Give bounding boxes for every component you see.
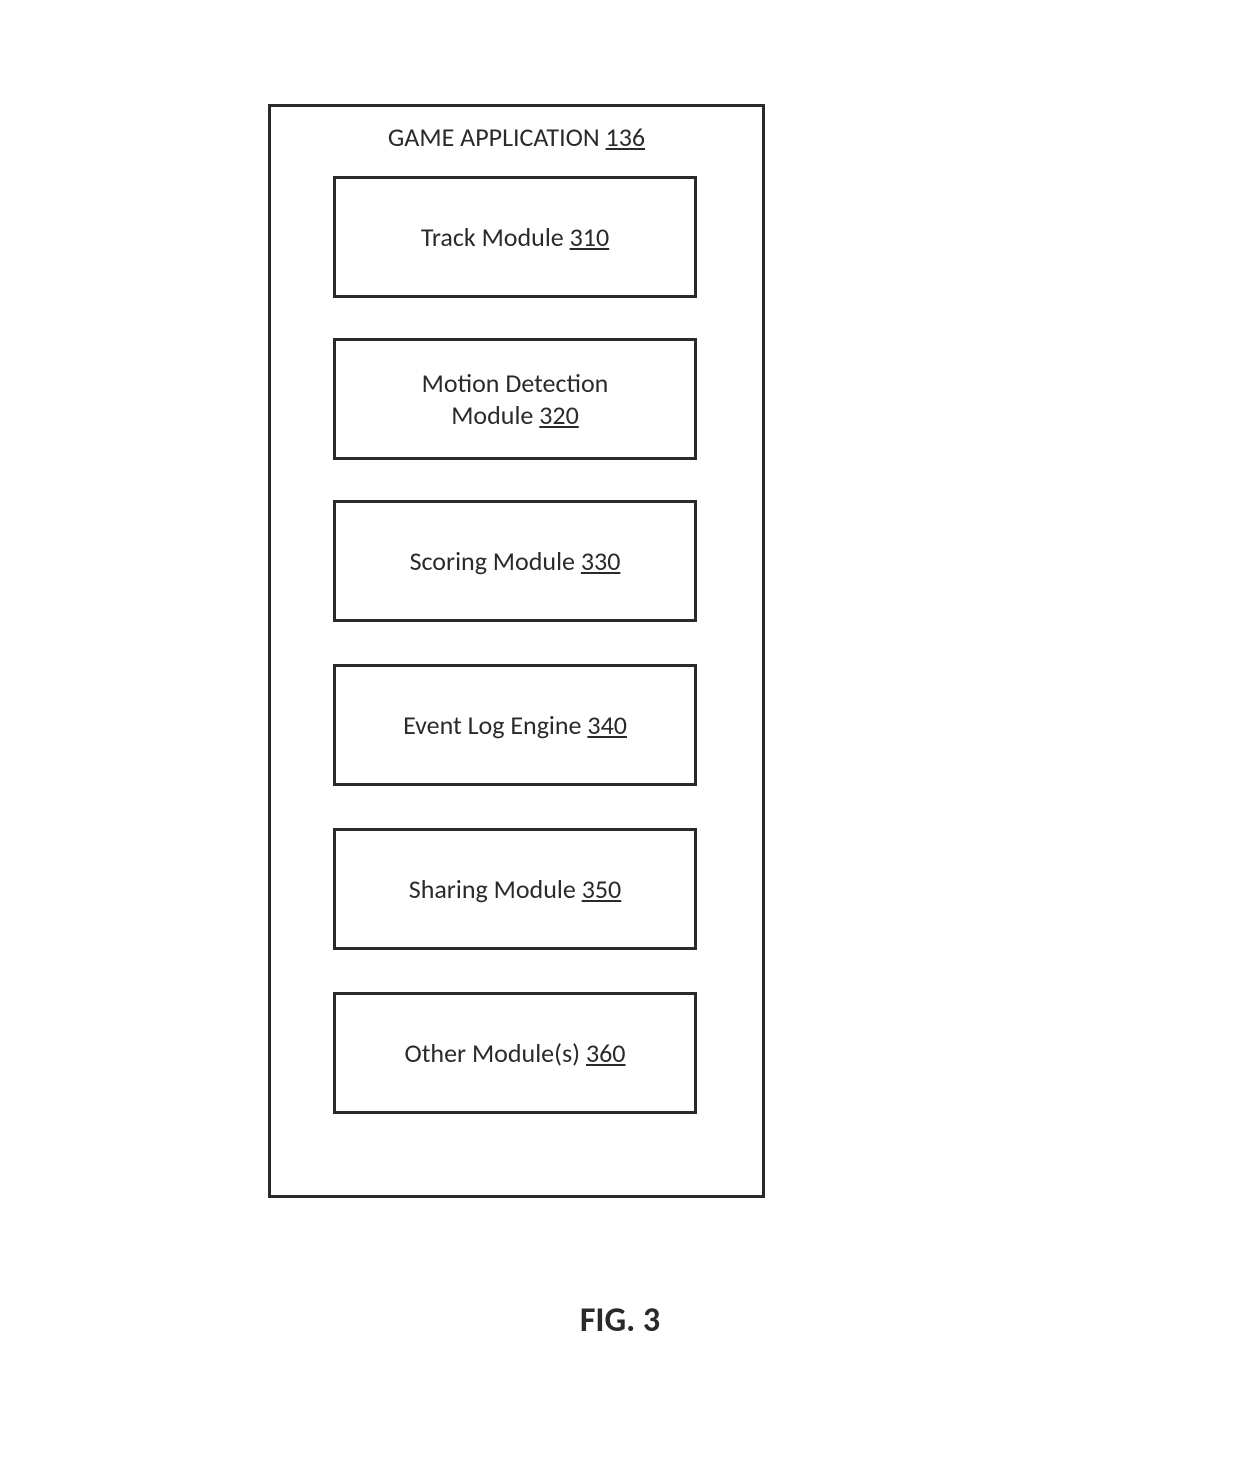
module-label: Event Log Engine — [403, 709, 581, 741]
module-ref: 310 — [570, 221, 610, 253]
module-box: Sharing Module 350 — [333, 828, 697, 950]
outer-container-ref: 136 — [606, 121, 646, 153]
module-label-line2: Module — [451, 399, 539, 431]
module-box: Motion Detection Module 320 — [333, 338, 697, 460]
outer-container-title: GAME APPLICATION 136 — [271, 121, 762, 153]
module-label: Sharing Module — [409, 873, 576, 905]
module-box: Scoring Module 330 — [333, 500, 697, 622]
module-label-wrap: Other Module(s) 360 — [404, 1037, 625, 1070]
module-label-line1: Motion Detection — [422, 367, 609, 399]
module-box: Other Module(s) 360 — [333, 992, 697, 1114]
module-box: Track Module 310 — [333, 176, 697, 298]
module-ref: 340 — [587, 709, 627, 741]
module-ref: 360 — [586, 1037, 626, 1069]
figure-canvas: GAME APPLICATION 136 Track Module 310 Mo… — [0, 0, 1240, 1474]
module-label-wrap: Track Module 310 — [421, 221, 609, 254]
module-label-wrap: Scoring Module 330 — [410, 545, 621, 578]
module-label: Scoring Module — [410, 545, 575, 577]
module-ref: 330 — [581, 545, 621, 577]
module-label: Track Module — [421, 221, 564, 253]
module-ref: 350 — [582, 873, 622, 905]
module-label-wrap: Motion Detection Module 320 — [422, 367, 609, 432]
outer-container-label: GAME APPLICATION — [388, 121, 600, 153]
module-box: Event Log Engine 340 — [333, 664, 697, 786]
module-label: Other Module(s) — [404, 1037, 580, 1069]
module-ref: 320 — [539, 399, 579, 431]
module-label-wrap: Event Log Engine 340 — [403, 709, 627, 742]
module-label-wrap: Sharing Module 350 — [409, 873, 621, 906]
figure-caption: FIG. 3 — [0, 1300, 1240, 1341]
